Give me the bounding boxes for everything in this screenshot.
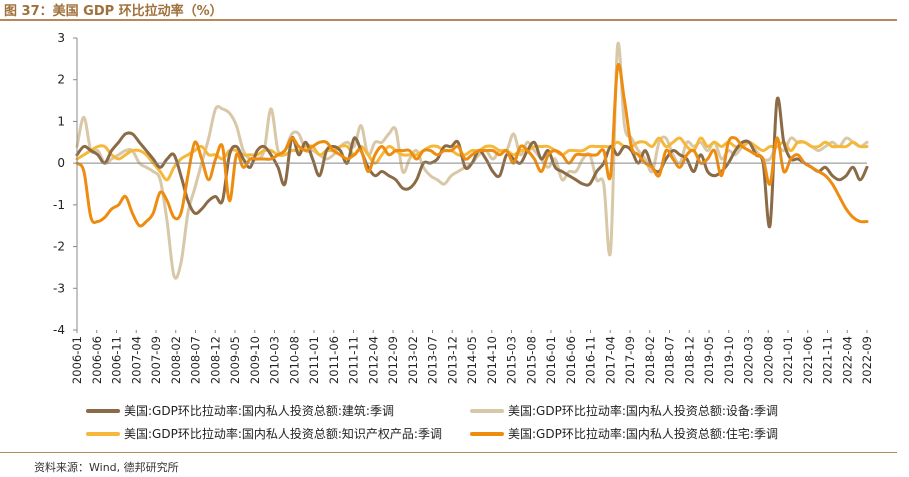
legend-label-construction: 美国:GDP环比拉动率:国内私人投资总额:建筑:季调 <box>124 404 394 418</box>
x-tick-label: 2021-11 <box>821 336 835 384</box>
x-tick-label: 2020-03 <box>742 336 756 384</box>
y-tick-label: -1 <box>53 198 65 212</box>
title-rule <box>0 19 897 21</box>
y-tick-label: 0 <box>57 156 65 170</box>
series-lines <box>75 41 869 280</box>
y-tick-label: -4 <box>53 323 65 337</box>
x-tick-label: 2006-11 <box>110 336 124 384</box>
series-line-0 <box>75 96 869 229</box>
x-tick-label: 2017-09 <box>623 336 637 384</box>
x-tick-label: 2006-06 <box>90 336 104 384</box>
x-tick-label: 2013-07 <box>426 336 440 384</box>
x-tick-label: 2018-12 <box>682 336 696 384</box>
x-tick-label: 2008-07 <box>189 336 203 384</box>
x-axis: 2006-01 2006-06 2006-11 2007-04 2007-09 2008-… <box>70 330 874 384</box>
x-tick-label: 2018-07 <box>663 336 677 384</box>
series-line-2 <box>75 136 869 182</box>
x-tick-label: 2020-08 <box>761 336 775 384</box>
source-note: 资料来源：Wind, 德邦研究所 <box>34 461 179 474</box>
y-axis: 3 2 1 0 -1 -2 -3 -4 <box>53 31 77 337</box>
x-tick-label: 2015-08 <box>524 336 538 384</box>
x-tick-label: 2013-12 <box>445 336 459 384</box>
x-tick-label: 2016-01 <box>544 336 558 384</box>
x-tick-label: 2021-06 <box>801 336 815 384</box>
legend-item-residential: 美国:GDP环比拉动率:国内私人投资总额:住宅:季调 <box>470 425 778 442</box>
legend-label-ip: 美国:GDP环比拉动率:国内私人投资总额:知识产权产品:季调 <box>124 427 442 441</box>
x-tick-label: 2008-12 <box>208 336 222 384</box>
x-tick-label: 2007-04 <box>129 336 143 384</box>
x-tick-label: 2006-01 <box>70 336 84 384</box>
x-tick-label: 2019-10 <box>722 336 736 384</box>
x-tick-label: 2007-09 <box>149 336 163 384</box>
x-tick-label: 2022-09 <box>860 336 874 384</box>
x-tick-label: 2012-04 <box>366 336 380 384</box>
x-tick-label: 2008-02 <box>169 336 183 384</box>
x-tick-label: 2016-11 <box>584 336 598 384</box>
chart-svg: 3 2 1 0 -1 -2 -3 -4 2006-01 2006-06 2006-11 2007-0… <box>53 31 874 384</box>
x-tick-label: 2012-09 <box>386 336 400 384</box>
legend-swatch-equipment <box>470 408 504 413</box>
legend-label-residential: 美国:GDP环比拉动率:国内私人投资总额:住宅:季调 <box>508 427 778 441</box>
x-tick-label: 2021-01 <box>781 336 795 384</box>
x-tick-label: 2016-06 <box>564 336 578 384</box>
x-tick-label: 2009-10 <box>248 336 262 384</box>
x-tick-label: 2010-08 <box>287 336 301 384</box>
y-tick-label: -3 <box>53 281 65 295</box>
x-tick-label: 2022-04 <box>840 336 854 384</box>
series-line-3 <box>75 63 869 228</box>
footer-rule <box>0 452 897 453</box>
x-tick-label: 2009-05 <box>228 336 242 384</box>
x-tick-label: 2018-02 <box>643 336 657 384</box>
legend-swatch-residential <box>470 431 504 436</box>
x-tick-label: 2017-04 <box>603 336 617 384</box>
x-tick-label: 2013-02 <box>406 336 420 384</box>
y-tick-label: 3 <box>57 31 65 45</box>
x-tick-label: 2011-06 <box>327 336 341 384</box>
legend-label-equipment: 美国:GDP环比拉动率:国内私人投资总额:设备:季调 <box>508 404 778 418</box>
x-tick-label: 2011-11 <box>347 336 361 384</box>
x-tick-label: 2014-05 <box>465 336 479 384</box>
x-tick-label: 2014-10 <box>485 336 499 384</box>
y-tick-label: 2 <box>57 73 65 87</box>
legend-item-construction: 美国:GDP环比拉动率:国内私人投资总额:建筑:季调 <box>86 402 394 419</box>
x-tick-label: 2010-03 <box>268 336 282 384</box>
legend-swatch-construction <box>86 408 120 413</box>
legend-item-ip: 美国:GDP环比拉动率:国内私人投资总额:知识产权产品:季调 <box>86 425 442 442</box>
chart-title: 图 37：美国 GDP 环比拉动率（%） <box>4 4 223 19</box>
x-tick-label: 2011-01 <box>307 336 321 384</box>
legend-item-equipment: 美国:GDP环比拉动率:国内私人投资总额:设备:季调 <box>470 402 778 419</box>
y-tick-label: 1 <box>57 114 65 128</box>
x-tick-label: 2019-05 <box>702 336 716 384</box>
y-tick-label: -2 <box>53 240 65 254</box>
legend-swatch-ip <box>86 431 120 436</box>
x-tick-label: 2015-03 <box>505 336 519 384</box>
